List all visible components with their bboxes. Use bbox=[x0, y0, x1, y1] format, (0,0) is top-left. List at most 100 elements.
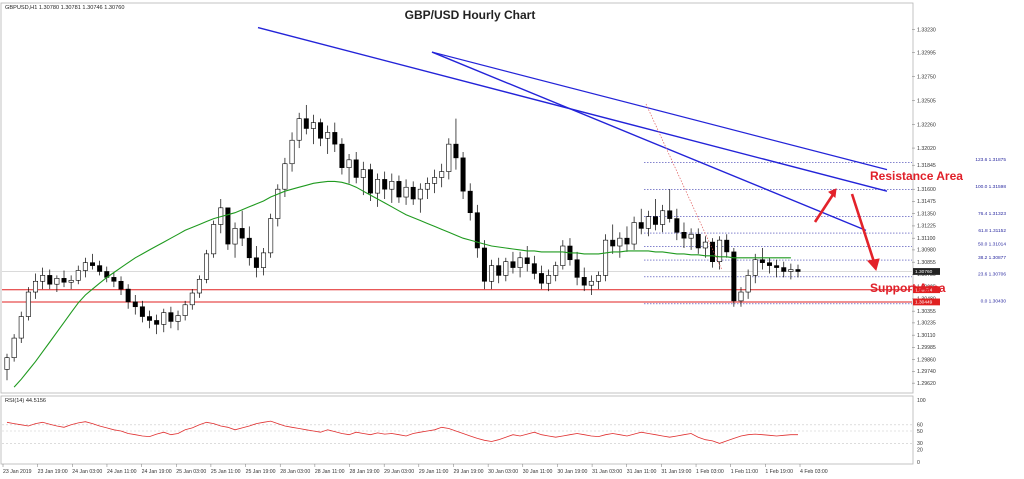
forecast-arrows bbox=[813, 188, 880, 272]
candle bbox=[631, 216, 637, 250]
candle-body bbox=[731, 251, 737, 302]
candle-body bbox=[774, 265, 780, 268]
candle-body bbox=[318, 122, 324, 139]
time-tick-label: 25 Jan 03:00 bbox=[176, 469, 206, 475]
price-tick-label: 1.31100 bbox=[917, 236, 935, 242]
candle bbox=[33, 273, 38, 299]
price-tick-label: 1.32995 bbox=[917, 50, 936, 56]
candle bbox=[253, 246, 259, 278]
candle-body bbox=[25, 291, 31, 317]
candle bbox=[82, 257, 88, 278]
fibonacci-levels: 123.6 1.31875 100.0 1.31598 76.4 1.31323 61… bbox=[644, 157, 1006, 305]
moving-average-line bbox=[13, 180, 791, 388]
price-tag-label: 1.30449 bbox=[915, 300, 933, 306]
candle-body bbox=[33, 280, 38, 293]
candle bbox=[496, 257, 502, 284]
candle bbox=[325, 125, 331, 154]
candle bbox=[688, 228, 694, 250]
candle-body bbox=[439, 171, 445, 178]
candle bbox=[610, 224, 616, 254]
candle bbox=[275, 184, 281, 227]
candle-body bbox=[410, 186, 416, 200]
candle-body bbox=[510, 261, 516, 268]
candle bbox=[175, 310, 181, 331]
candle bbox=[503, 257, 509, 282]
price-tag-box bbox=[913, 298, 940, 306]
candle-body bbox=[82, 262, 88, 271]
trendline-middle bbox=[431, 51, 888, 171]
candle bbox=[403, 179, 409, 205]
price-tick-label: 1.30980 bbox=[917, 248, 936, 254]
candle-body bbox=[546, 275, 552, 284]
candle-body bbox=[232, 228, 238, 245]
time-tick-label: 28 Jan 19:00 bbox=[350, 469, 380, 475]
price-tick-label: 1.31350 bbox=[917, 211, 936, 217]
candle-body bbox=[531, 263, 537, 274]
candle bbox=[453, 118, 459, 170]
candle bbox=[724, 234, 730, 258]
candle-body bbox=[154, 320, 160, 325]
time-tick-label: 31 Jan 19:00 bbox=[661, 469, 691, 475]
candle bbox=[289, 132, 295, 172]
candle-body bbox=[332, 132, 338, 145]
candle bbox=[382, 171, 388, 199]
candle bbox=[624, 226, 630, 252]
candle bbox=[189, 289, 195, 310]
candle bbox=[410, 181, 416, 205]
candle bbox=[460, 151, 466, 199]
time-tick-label: 1 Feb 19:00 bbox=[765, 469, 793, 475]
price-tick-label: 1.31225 bbox=[917, 224, 936, 230]
candle-body bbox=[396, 181, 402, 198]
candle-body bbox=[432, 177, 438, 184]
price-tick-label: 1.30855 bbox=[917, 260, 936, 266]
arrow-up-head bbox=[828, 188, 837, 198]
candle bbox=[467, 183, 473, 221]
candle bbox=[588, 275, 594, 295]
time-tick-label: 1 Feb 03:00 bbox=[696, 469, 724, 475]
symbol-info: GBPUSD,H1 1.30780 1.30781 1.30746 1.3076… bbox=[5, 5, 124, 11]
candle-body bbox=[175, 315, 181, 322]
candle-body bbox=[147, 316, 153, 321]
candle bbox=[389, 173, 395, 203]
fib-level-label: 100.0 1.31598 bbox=[975, 184, 1006, 190]
price-tick-label: 1.31845 bbox=[917, 163, 936, 169]
price-tick-label: 1.30110 bbox=[917, 333, 935, 339]
candle bbox=[638, 208, 644, 235]
fib-level-label: 38.2 1.30877 bbox=[978, 255, 1006, 261]
candle bbox=[645, 210, 651, 237]
candle-body bbox=[652, 216, 658, 225]
candle bbox=[752, 253, 758, 284]
candle bbox=[574, 251, 580, 286]
trendlines bbox=[257, 26, 888, 231]
candle-body bbox=[75, 270, 81, 281]
candle-body bbox=[617, 237, 623, 247]
candle bbox=[211, 220, 217, 258]
candle bbox=[4, 353, 10, 381]
candle bbox=[154, 314, 160, 335]
time-tick-label: 4 Feb 03:00 bbox=[800, 469, 828, 475]
candle-body bbox=[4, 357, 10, 370]
arrow-down bbox=[850, 193, 876, 263]
candle-body bbox=[467, 190, 473, 214]
candle bbox=[788, 263, 794, 280]
price-panel-frame bbox=[0, 2, 914, 394]
candle bbox=[702, 236, 708, 258]
arrow-down-head bbox=[867, 258, 880, 272]
candle-body bbox=[503, 261, 509, 276]
candle bbox=[97, 260, 103, 276]
rsi-info: RSI(14) 44.5156 bbox=[5, 398, 46, 404]
time-tick-label: 23 Jan 19:00 bbox=[38, 469, 68, 475]
candle bbox=[524, 246, 530, 272]
support-lines bbox=[2, 289, 912, 303]
candle-body bbox=[225, 207, 231, 245]
price-tick-label: 1.29985 bbox=[917, 345, 936, 351]
candle-body bbox=[246, 237, 252, 259]
time-tick-label: 25 Jan 19:00 bbox=[246, 469, 276, 475]
candle bbox=[360, 161, 366, 196]
candle-body bbox=[417, 188, 423, 200]
candle-body bbox=[303, 118, 309, 129]
candle-body bbox=[261, 252, 267, 268]
candle-body bbox=[40, 275, 46, 282]
candle bbox=[353, 151, 359, 184]
trendline-lower bbox=[431, 51, 867, 231]
